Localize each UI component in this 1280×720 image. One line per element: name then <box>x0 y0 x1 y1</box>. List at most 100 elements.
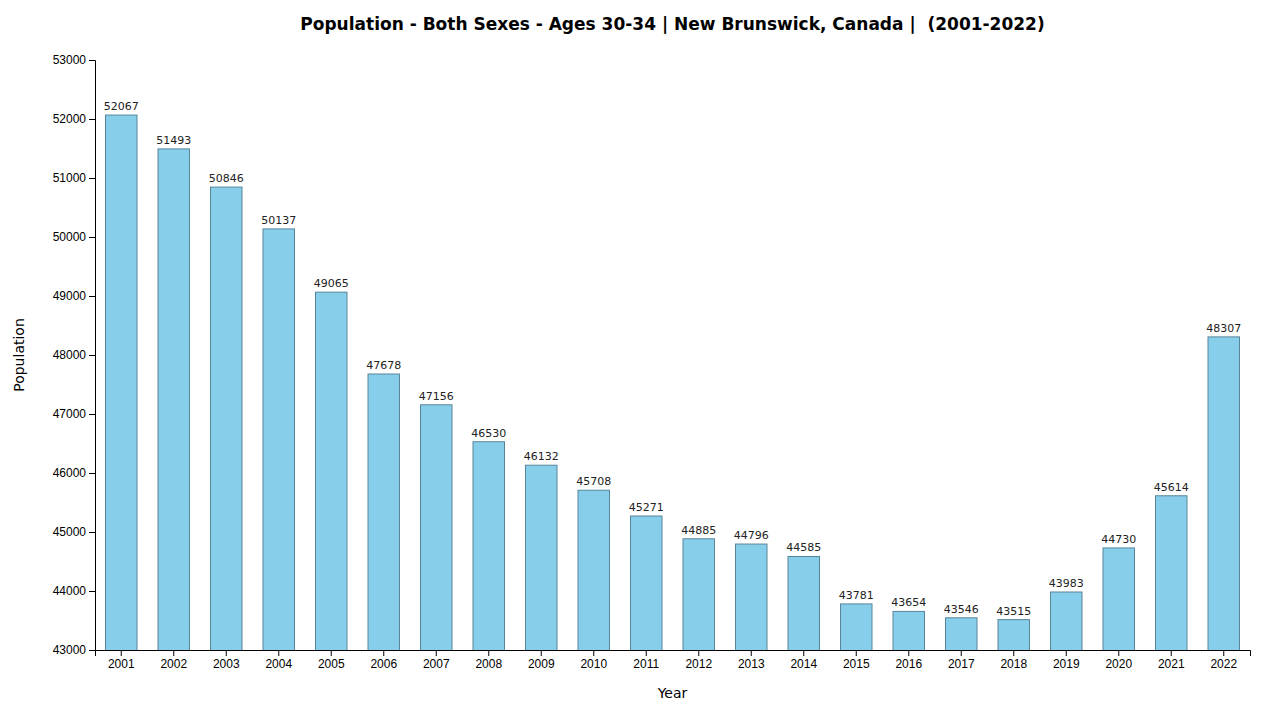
tick-label: 2010 <box>580 657 607 671</box>
tick: 2003 <box>213 650 240 671</box>
tick: 2009 <box>528 650 555 671</box>
tick-mark <box>803 650 804 656</box>
data-label: 49065 <box>314 277 349 290</box>
tick-mark <box>89 296 95 297</box>
tick-label: 2017 <box>948 657 975 671</box>
tick: 2008 <box>475 650 502 671</box>
tick: 48000 <box>53 348 95 362</box>
tick-mark <box>89 355 95 356</box>
tick-mark <box>1013 650 1014 656</box>
data-label: 46132 <box>524 450 559 463</box>
data-label: 45271 <box>629 501 664 514</box>
bar <box>421 405 453 650</box>
tick-mark <box>1223 650 1224 656</box>
tick: 44000 <box>53 584 95 598</box>
tick-label: 2018 <box>1000 657 1027 671</box>
tick-mark <box>226 650 227 656</box>
tick: 2010 <box>580 650 607 671</box>
tick-mark <box>1066 650 1067 656</box>
data-label: 44796 <box>734 529 769 542</box>
bar <box>473 442 505 650</box>
tick: 53000 <box>53 53 95 67</box>
tick-mark <box>331 650 332 656</box>
tick: 51000 <box>53 171 95 185</box>
tick-mark <box>89 60 95 61</box>
tick-label: 2009 <box>528 657 555 671</box>
tick-mark <box>89 591 95 592</box>
bar <box>631 516 663 650</box>
tick-label: 2011 <box>633 657 659 671</box>
tick: 2006 <box>370 650 397 671</box>
tick: 2001 <box>108 650 135 671</box>
tick: 2007 <box>423 650 450 671</box>
tick-mark <box>698 650 699 656</box>
tick-label: 50000 <box>53 230 87 244</box>
tick: 43000 <box>53 643 95 657</box>
tick: 45000 <box>53 525 95 539</box>
tick-label: 2020 <box>1105 657 1132 671</box>
tick-label: 48000 <box>53 348 87 362</box>
tick-label: 2019 <box>1053 657 1080 671</box>
data-label: 45614 <box>1154 481 1189 494</box>
bar <box>1156 496 1188 650</box>
tick-mark <box>121 650 122 656</box>
data-label: 47156 <box>419 390 454 403</box>
data-label: 52067 <box>104 100 139 113</box>
tick-label: 45000 <box>53 525 87 539</box>
data-label: 50846 <box>209 172 244 185</box>
tick-mark <box>173 650 174 656</box>
data-label: 50137 <box>261 214 296 227</box>
tick-label: 52000 <box>53 112 87 126</box>
data-label: 43654 <box>891 596 926 609</box>
bar <box>998 620 1030 650</box>
tick-mark <box>89 473 95 474</box>
tick-label: 2001 <box>108 657 135 671</box>
bar <box>106 115 138 650</box>
bar <box>368 374 400 650</box>
tick-mark <box>961 650 962 656</box>
tick: 2014 <box>790 650 817 671</box>
bars <box>106 115 1240 650</box>
tick: 2019 <box>1053 650 1080 671</box>
y-axis-label: Population <box>11 318 27 392</box>
plot: 2001200220032004200520062007200820092010… <box>53 53 1251 720</box>
tick: 2021 <box>1158 650 1185 671</box>
bar <box>893 611 925 650</box>
bar <box>1051 592 1083 650</box>
tick-label: 2005 <box>318 657 345 671</box>
tick-label: 2013 <box>738 657 765 671</box>
bar <box>578 490 610 650</box>
x-axis: 2001200220032004200520062007200820092010… <box>96 650 1251 671</box>
tick-mark <box>89 119 95 120</box>
tick-label: 46000 <box>53 466 87 480</box>
tick-label: 2008 <box>475 657 502 671</box>
axis-line <box>89 61 96 651</box>
tick-label: 2015 <box>843 657 870 671</box>
tick-label: 2022 <box>1210 657 1237 671</box>
tick-mark <box>593 650 594 656</box>
tick-label: 2007 <box>423 657 450 671</box>
tick-mark <box>646 650 647 656</box>
tick: 2005 <box>318 650 345 671</box>
tick-label: 49000 <box>53 289 87 303</box>
bar <box>1208 337 1240 650</box>
tick-label: 2014 <box>790 657 817 671</box>
tick-mark <box>1171 650 1172 656</box>
data-label: 45708 <box>576 475 611 488</box>
tick: 2015 <box>843 650 870 671</box>
tick: 2013 <box>738 650 765 671</box>
tick-mark <box>89 237 95 238</box>
tick-mark <box>488 650 489 656</box>
bar <box>211 187 243 650</box>
tick: 2017 <box>948 650 975 671</box>
data-label: 44730 <box>1101 533 1136 546</box>
tick-label: 47000 <box>53 407 87 421</box>
bar <box>946 618 978 650</box>
bar <box>1103 548 1135 650</box>
tick: 49000 <box>53 289 95 303</box>
data-label: 43515 <box>996 605 1031 618</box>
tick: 2004 <box>265 650 292 671</box>
tick-label: 44000 <box>53 584 87 598</box>
tick-label: 2004 <box>265 657 292 671</box>
tick-mark <box>89 532 95 533</box>
